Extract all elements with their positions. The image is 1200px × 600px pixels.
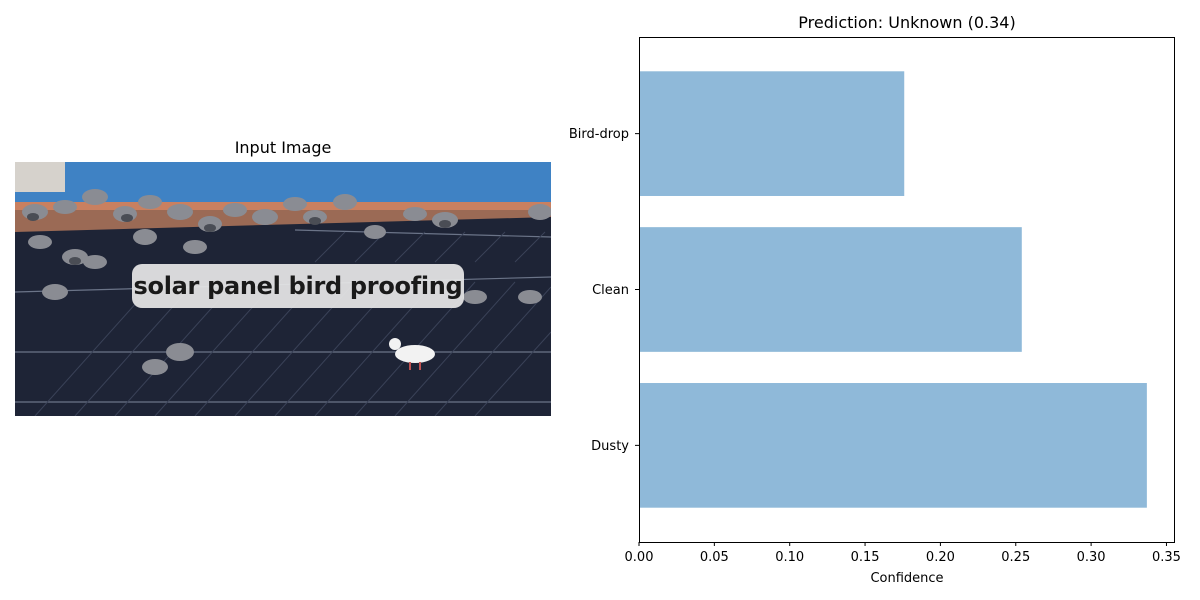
y-axis-ticks: Dusty Clean Bird-drop <box>569 127 639 454</box>
x-axis-label: Confidence <box>870 571 943 586</box>
chart-title: Prediction: Unknown (0.34) <box>798 13 1015 32</box>
bars-group <box>639 71 1147 508</box>
y-tick-label: Clean <box>592 283 629 298</box>
bar-clean <box>639 227 1022 352</box>
x-tick-label: 0.25 <box>1001 550 1030 565</box>
plot-frame <box>639 37 1175 543</box>
y-tick-label: Dusty <box>591 439 629 454</box>
x-tick-label: 0.05 <box>700 550 729 565</box>
x-tick-label: 0.35 <box>1152 550 1181 565</box>
bar-dusty <box>639 383 1147 508</box>
image-panel-title: Input Image <box>234 138 332 157</box>
x-tick-label: 0.10 <box>775 550 804 565</box>
bar-bird-drop <box>639 71 905 196</box>
x-tick-label: 0.20 <box>926 550 955 565</box>
input-image: solar panel bird proofing <box>15 162 551 416</box>
y-tick-label: Bird-drop <box>569 127 629 142</box>
x-axis-ticks: 0.00 0.05 0.10 0.15 0.20 0.25 0.30 0.35 <box>625 542 1181 565</box>
x-tick-label: 0.15 <box>851 550 880 565</box>
x-tick-label: 0.30 <box>1077 550 1106 565</box>
x-tick-label: 0.00 <box>625 550 654 565</box>
image-overlay-caption: solar panel bird proofing <box>132 264 464 308</box>
